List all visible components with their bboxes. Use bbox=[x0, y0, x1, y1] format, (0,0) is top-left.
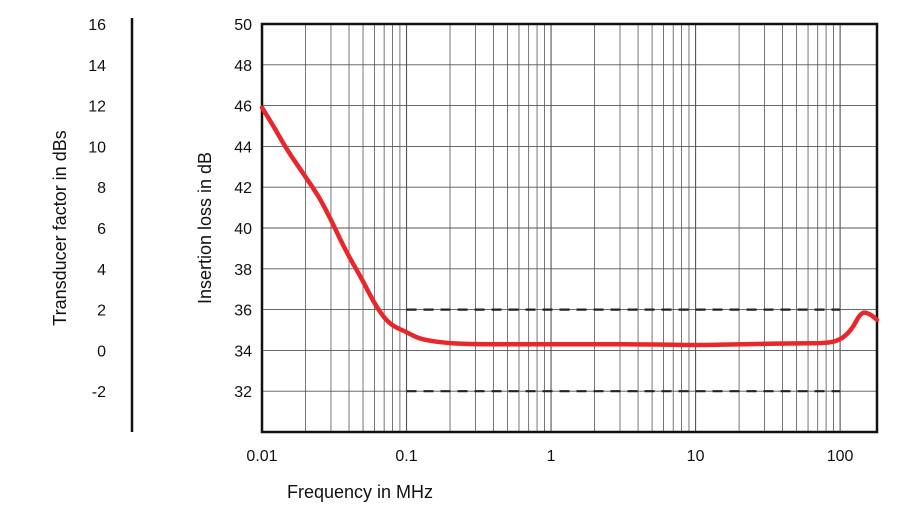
y-tick-label: 34 bbox=[234, 343, 252, 360]
secondary-y-tick-label: 16 bbox=[88, 17, 106, 34]
secondary-y-tick-label: 8 bbox=[97, 180, 106, 197]
y-tick-label: 36 bbox=[234, 303, 252, 320]
secondary-y-axis-title: Transducer factor in dBs bbox=[50, 130, 70, 325]
x-tick-label: 10 bbox=[687, 448, 705, 465]
secondary-y-tick-label: 0 bbox=[97, 343, 106, 360]
plot-frame bbox=[260, 22, 879, 434]
x-tick-label: 0.01 bbox=[246, 448, 277, 465]
series-line bbox=[259, 105, 880, 348]
x-tick-label: 100 bbox=[827, 448, 854, 465]
tolerance-lines bbox=[406, 308, 841, 393]
secondary-y-tick-labels: -2 0 2 4 6 8 10 12 14 16 bbox=[88, 17, 106, 401]
y-tick-label: 46 bbox=[234, 99, 252, 116]
y-axis-title: Insertion loss in dB bbox=[195, 152, 215, 304]
secondary-y-tick-label: 14 bbox=[88, 58, 106, 75]
data-series bbox=[259, 105, 880, 348]
secondary-y-tick-label: 10 bbox=[88, 139, 106, 156]
y-tick-label: 48 bbox=[234, 58, 252, 75]
y-tick-label: 42 bbox=[234, 180, 252, 197]
y-tick-label: 44 bbox=[234, 139, 252, 156]
x-tick-label: 1 bbox=[547, 448, 556, 465]
y-tick-label: 50 bbox=[234, 17, 252, 34]
x-tick-label: 0.1 bbox=[395, 448, 417, 465]
secondary-y-tick-label: -2 bbox=[92, 384, 106, 401]
x-axis-title: Frequency in MHz bbox=[287, 482, 433, 502]
secondary-y-tick-label: 12 bbox=[88, 99, 106, 116]
x-tick-labels: 0.01 0.1 1 10 100 bbox=[246, 448, 853, 465]
grid-lines bbox=[261, 24, 877, 432]
secondary-y-tick-label: 6 bbox=[97, 221, 106, 238]
y-tick-label: 40 bbox=[234, 221, 252, 238]
y-tick-label: 32 bbox=[234, 384, 252, 401]
y-tick-labels: 32 34 36 38 40 42 44 46 48 50 bbox=[234, 17, 252, 401]
y-tick-label: 38 bbox=[234, 262, 252, 279]
secondary-y-tick-label: 2 bbox=[97, 303, 106, 320]
secondary-y-tick-label: 4 bbox=[97, 262, 106, 279]
